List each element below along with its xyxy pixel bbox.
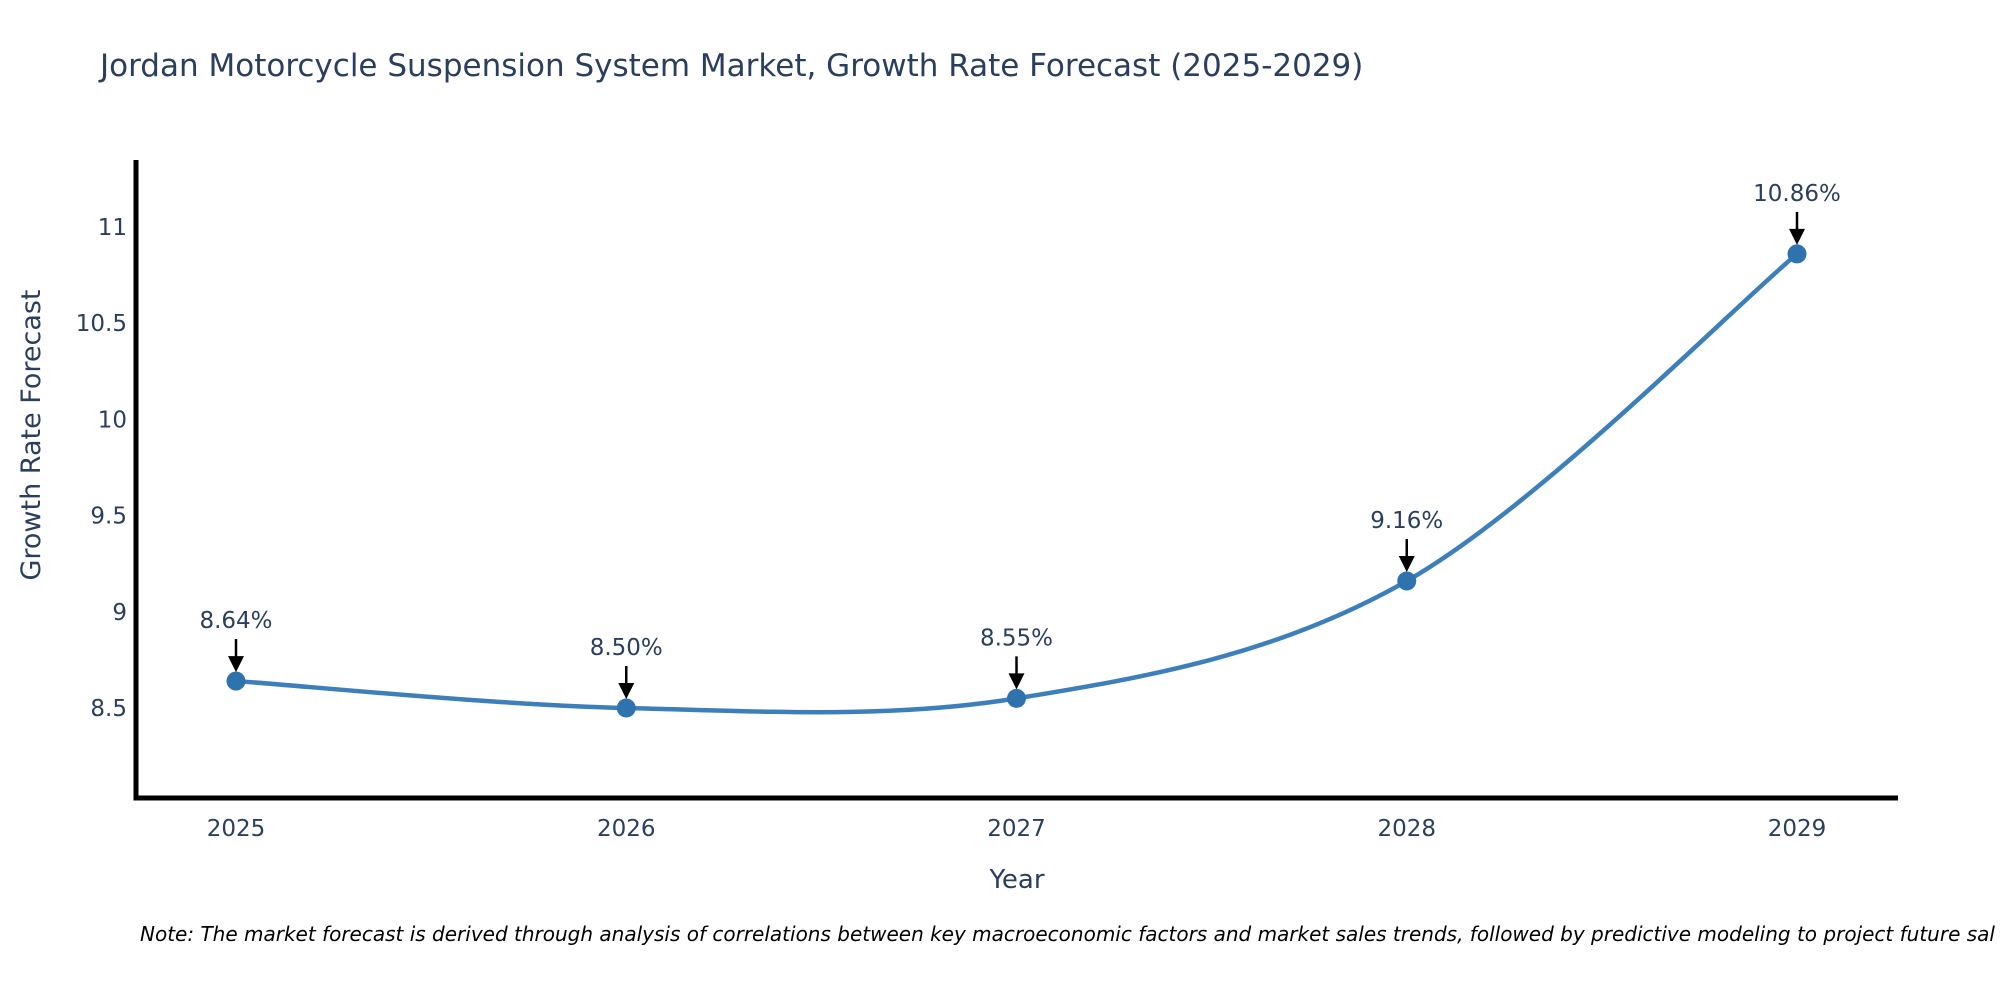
annotation-arrowhead (1398, 556, 1415, 573)
x-tick-label: 2025 (207, 816, 266, 842)
data-point-label: 9.16% (1370, 508, 1443, 534)
y-tick-label: 9 (112, 600, 127, 626)
trend-line (233, 251, 1800, 715)
chart-title: Jordan Motorcycle Suspension System Mark… (98, 48, 1363, 84)
footnote: Note: The market forecast is derived thr… (140, 922, 1995, 946)
y-tick-label: 10.5 (76, 311, 127, 337)
data-point-label: 8.55% (980, 625, 1053, 651)
y-axis-label: Growth Rate Forecast (16, 289, 47, 580)
data-point-label: 8.64% (199, 608, 272, 634)
x-axis-label: Year (988, 865, 1044, 895)
x-tick-label: 2029 (1768, 816, 1827, 842)
y-tick-label: 8.5 (90, 696, 127, 722)
y-tick-label: 10 (98, 407, 127, 433)
annotation-arrowhead (228, 656, 244, 673)
data-point-marker (616, 698, 636, 718)
data-point-label: 8.50% (590, 635, 663, 661)
x-tick-label: 2028 (1377, 816, 1436, 842)
data-point-marker (1787, 244, 1807, 264)
data-point-marker (1397, 571, 1417, 591)
plot-area: 8.5 9 9.5 10 10.5 11 2025 2026 2027 2028 2029 8.64%… (76, 160, 1898, 842)
x-tick-label: 2026 (597, 816, 656, 842)
y-tick-label: 9.5 (90, 504, 127, 530)
annotation-arrowhead (1008, 673, 1025, 690)
data-point-label: 10.86% (1753, 181, 1841, 207)
x-tick-label: 2027 (987, 816, 1046, 842)
data-point-marker (1007, 688, 1026, 708)
y-tick-label: 11 (98, 215, 127, 241)
annotation-arrowhead (618, 683, 635, 699)
data-point-marker (226, 671, 246, 691)
annotation-arrowhead (1789, 228, 1805, 245)
